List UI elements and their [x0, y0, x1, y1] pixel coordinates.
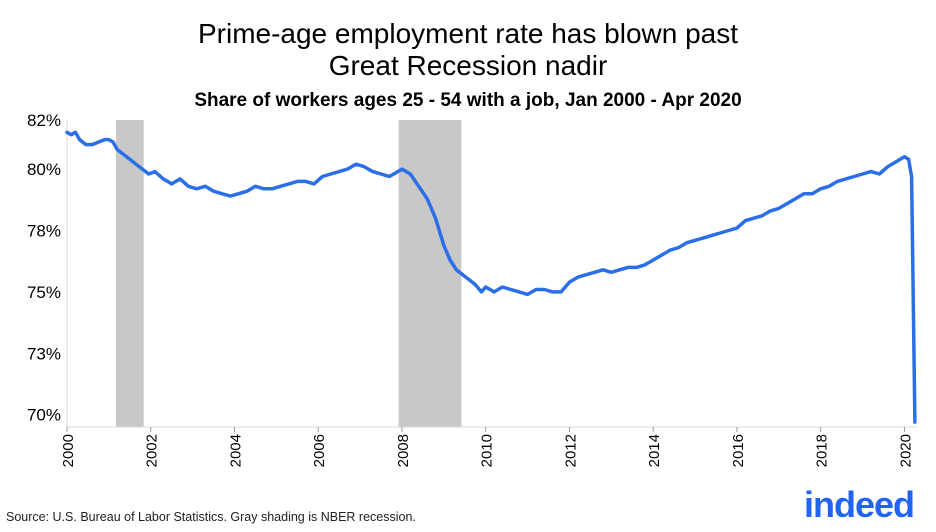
x-tick-label: 2018	[814, 434, 831, 467]
x-tick-label: 2014	[646, 434, 663, 467]
y-tick-label: 80%	[27, 160, 61, 179]
y-tick-label: 78%	[27, 222, 61, 241]
recession-bands	[115, 120, 462, 427]
x-tick-label: 2000	[60, 434, 77, 467]
indeed-logo: indeed	[804, 484, 915, 525]
y-tick-label: 73%	[27, 344, 61, 363]
x-tick-label: 2002	[144, 434, 161, 467]
recession-band-1	[115, 120, 144, 427]
chart-title: Prime-age employment rate has blown past…	[0, 18, 936, 82]
x-axis: 2000 2002 2004 2006 2008 2010 2012 2014 2016 2018…	[60, 426, 917, 467]
x-tick-label: 2016	[730, 434, 747, 467]
x-tick-label: 2010	[479, 434, 496, 467]
x-tick-label: 2006	[311, 434, 328, 467]
series-layer	[65, 130, 917, 424]
x-tick-label: 2012	[562, 434, 579, 467]
chart-subtitle: Share of workers ages 25 - 54 with a job…	[194, 90, 742, 111]
source-note: Source: U.S. Bureau of Labor Statistics.…	[6, 510, 416, 524]
y-tick-label: 70%	[27, 406, 61, 425]
x-tick-label: 2004	[227, 434, 244, 467]
chart-title-line-1: Prime-age employment rate has blown past	[197, 18, 739, 49]
y-tick-label: 75%	[27, 283, 61, 302]
recession-band-2	[398, 120, 462, 427]
x-tick-label: 2008	[395, 434, 412, 467]
series-line-1	[65, 130, 917, 424]
chart-title-line-2: Great Recession nadir	[328, 50, 608, 81]
x-tick-label: 2020	[897, 434, 914, 467]
y-tick-label: 82%	[27, 111, 61, 130]
y-axis: 70% 73% 75% 78% 80% 82%	[27, 111, 68, 427]
